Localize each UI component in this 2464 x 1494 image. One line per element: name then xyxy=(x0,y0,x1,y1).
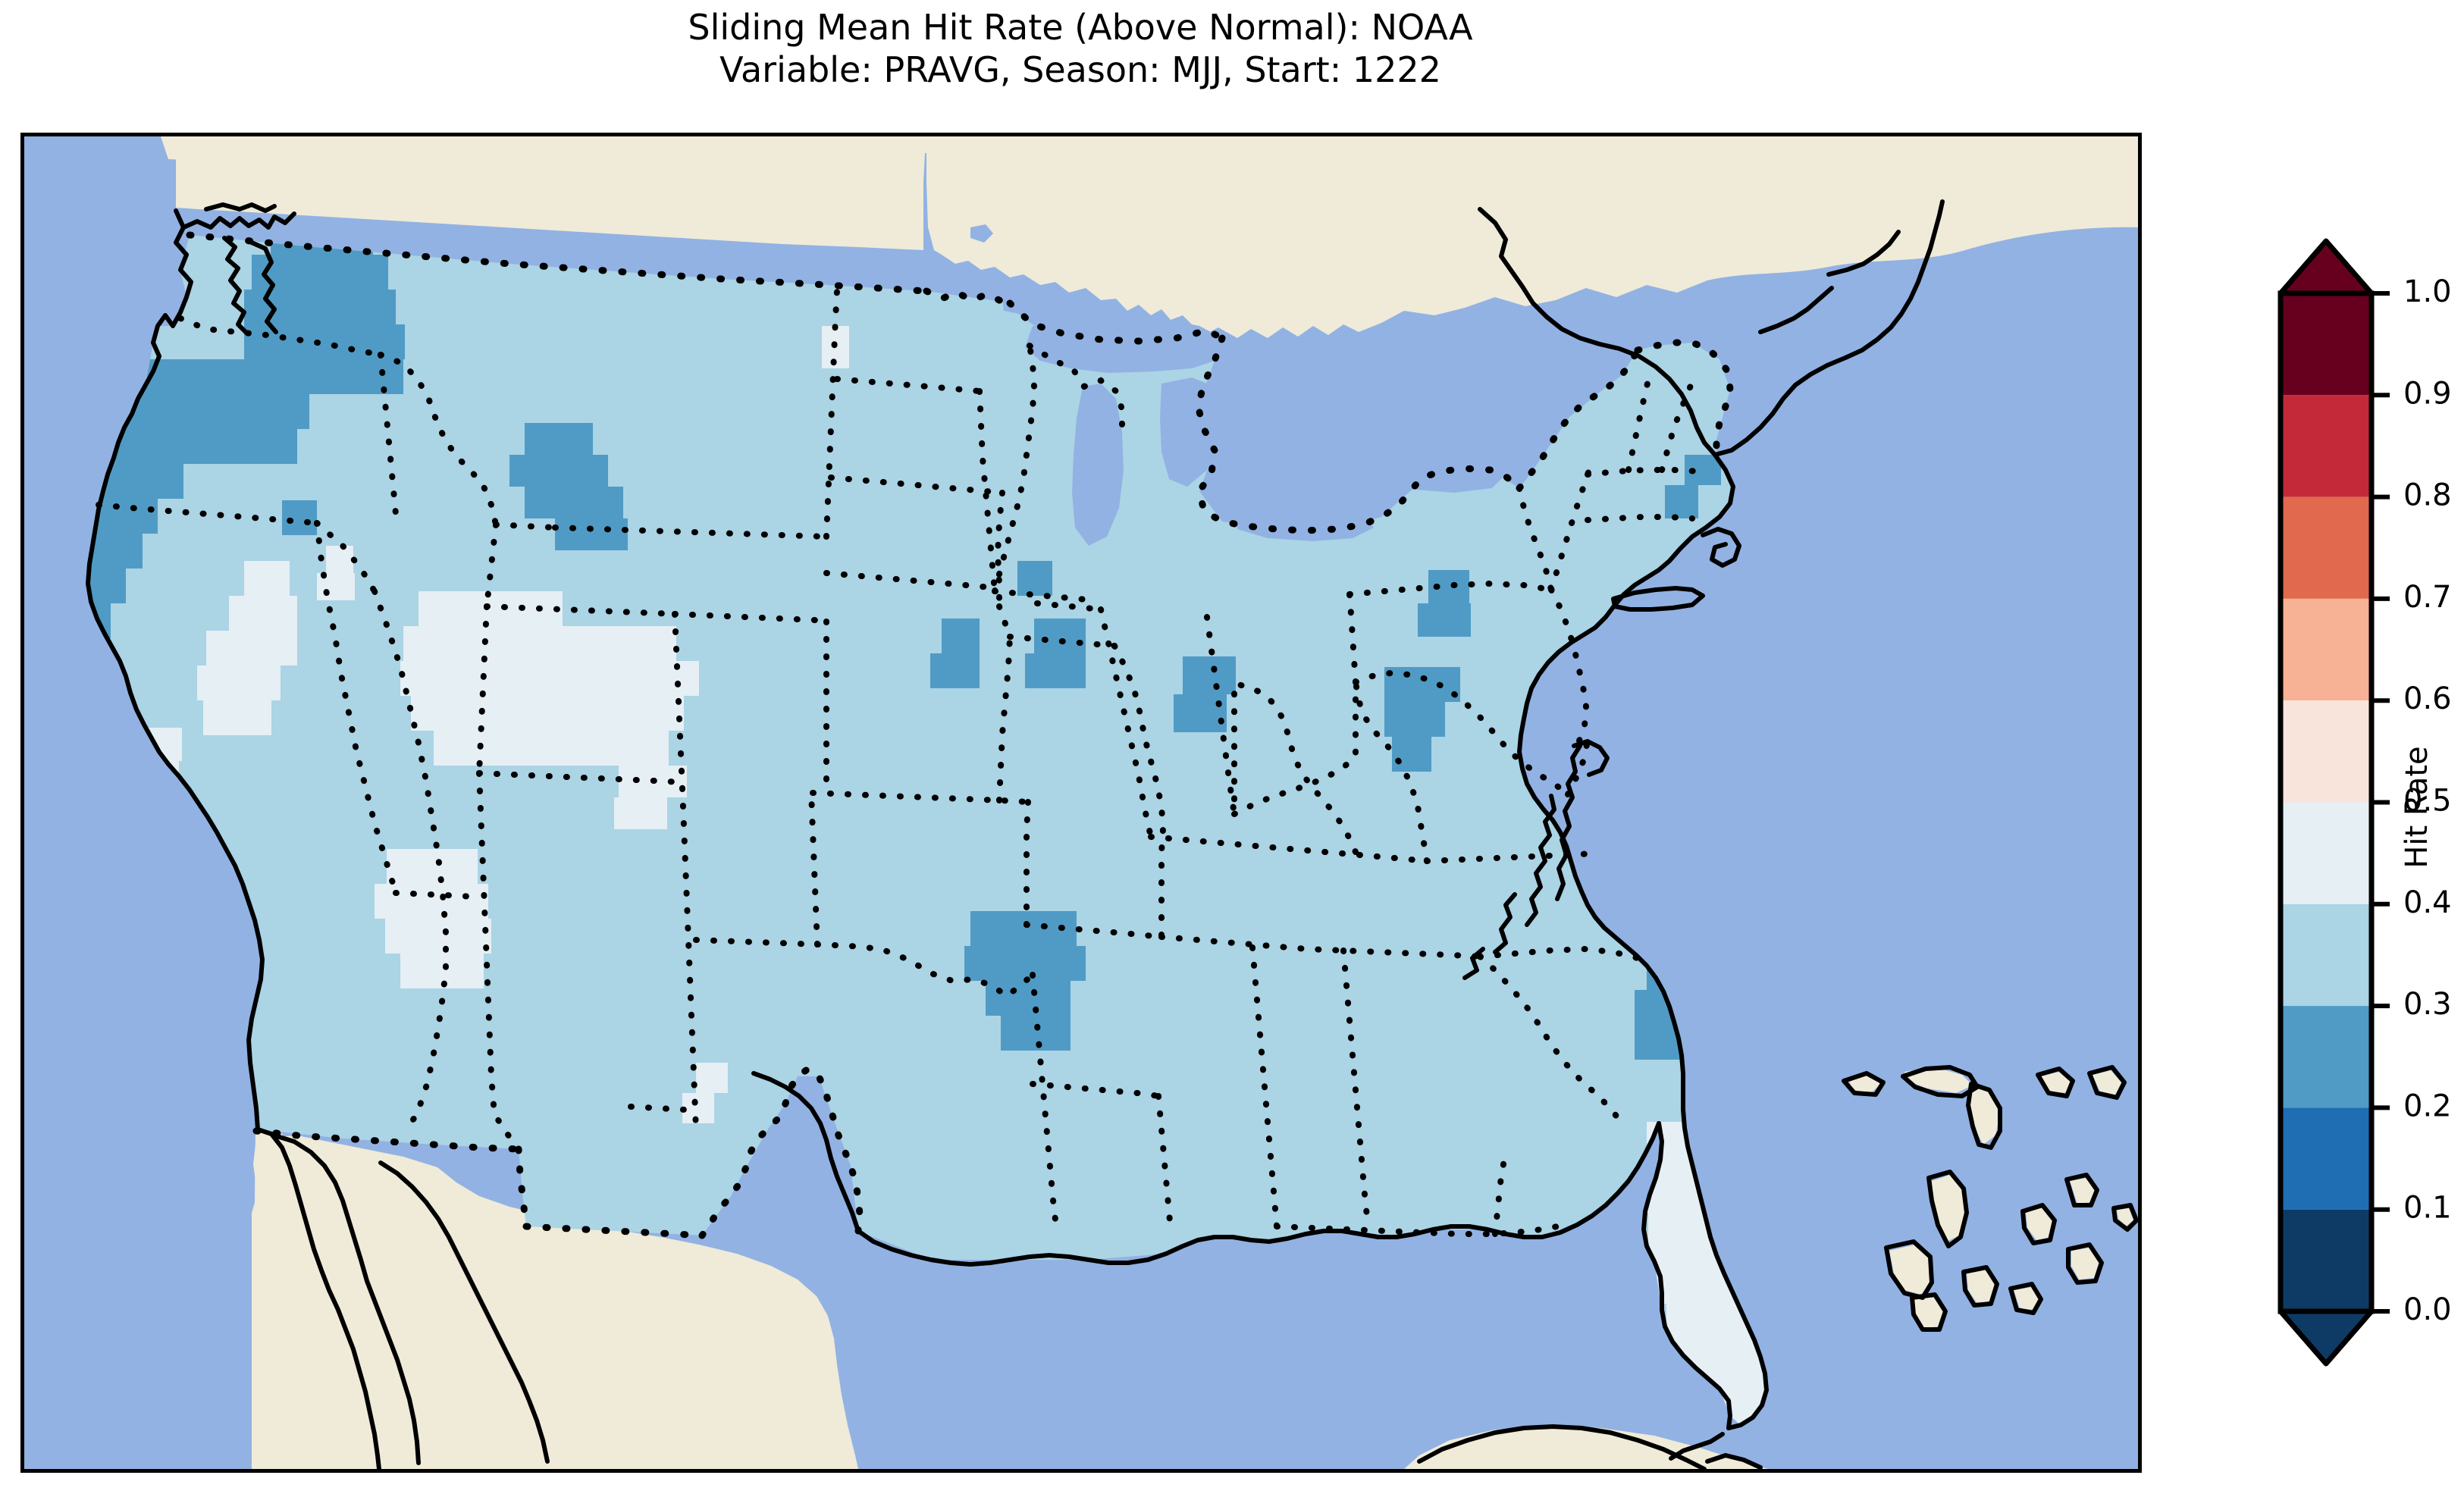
page-title: Sliding Mean Hit Rate (Above Normal): NO… xyxy=(688,7,1473,48)
cb-label-8: 0.2 xyxy=(2403,1088,2452,1123)
raster-cells-0p2-0p3 xyxy=(88,235,1730,1378)
colorbar-tick-labels: 1.0 0.9 0.8 0.7 0.6 0.5 0.4 0.3 0.2 0.1 … xyxy=(2403,274,2452,1327)
colorbar-svg: 1.0 0.9 0.8 0.7 0.6 0.5 0.4 0.3 0.2 0.1 … xyxy=(2277,238,2452,1367)
map-plot-area xyxy=(20,133,2142,1473)
colorbar[interactable]: 1.0 0.9 0.8 0.7 0.6 0.5 0.4 0.3 0.2 0.1 … xyxy=(2267,227,2464,1387)
cb-label-3: 0.7 xyxy=(2403,580,2452,615)
colorbar-bands xyxy=(2277,238,2375,1367)
map-svg xyxy=(24,136,2138,1469)
cb-label-0: 1.0 xyxy=(2403,274,2452,309)
cb-label-1: 0.9 xyxy=(2403,376,2452,411)
great-lakes xyxy=(970,224,1504,546)
cb-label-6: 0.4 xyxy=(2403,885,2452,920)
coastline-paths xyxy=(86,199,2138,1469)
state-border-paths xyxy=(96,288,1704,1237)
cb-label-4: 0.6 xyxy=(2403,681,2452,716)
cb-label-7: 0.3 xyxy=(2403,987,2452,1022)
colorbar-ticks xyxy=(2372,291,2390,1314)
colorbar-axis-label: Hit Rate xyxy=(2400,746,2434,869)
cb-label-5: 0.5 xyxy=(2403,784,2452,819)
cb-label-9: 0.1 xyxy=(2403,1191,2452,1226)
chart-title-block: Sliding Mean Hit Rate (Above Normal): NO… xyxy=(0,6,2161,91)
cb-label-10: 0.0 xyxy=(2403,1292,2452,1327)
page-subtitle: Variable: PRAVG, Season: MJJ, Start: 122… xyxy=(719,49,1441,91)
cb-label-2: 0.8 xyxy=(2403,478,2452,513)
international-border-paths xyxy=(186,231,1734,1239)
